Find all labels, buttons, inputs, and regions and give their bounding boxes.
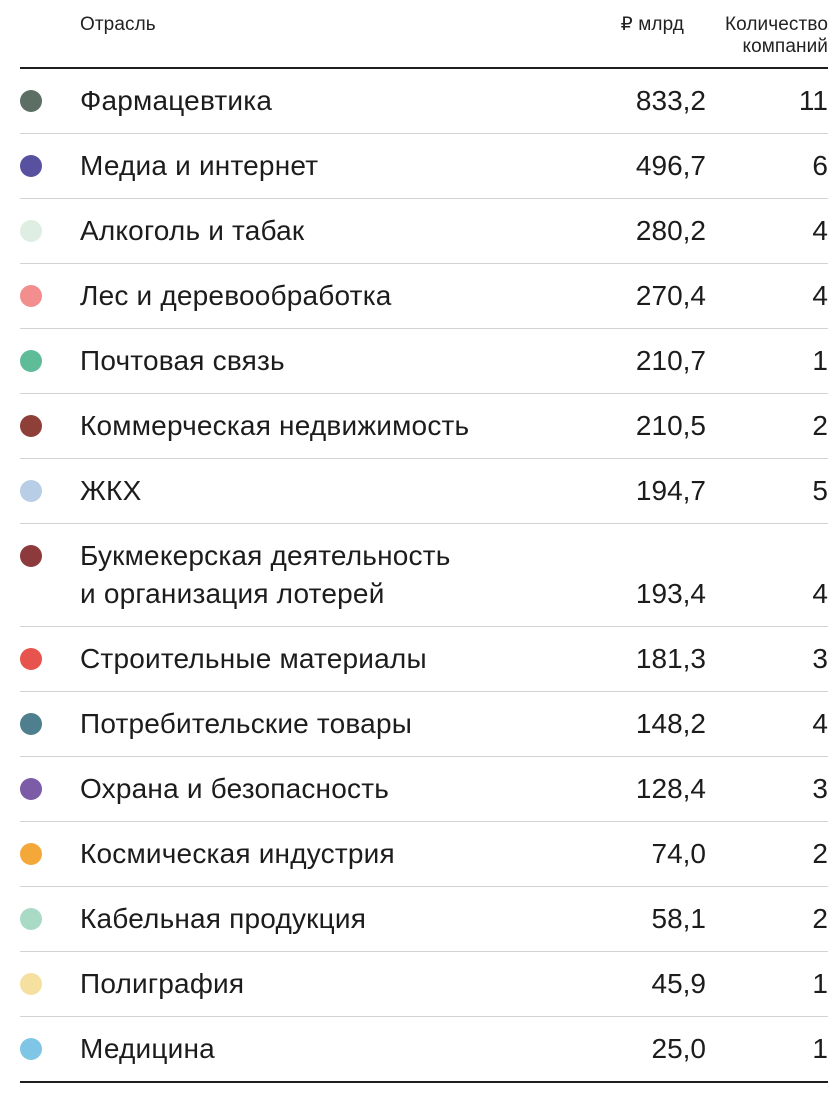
table-row: Космическая индустрия 74,0 2 xyxy=(20,822,828,887)
revenue-value: 496,7 xyxy=(635,150,706,181)
industry-name: ЖКХ xyxy=(80,475,142,506)
column-header-industry: Отрасль xyxy=(80,14,156,35)
dot-cell xyxy=(20,900,80,930)
industry-name: Коммерческая недвижимость xyxy=(80,410,470,441)
company-count: 1 xyxy=(812,1033,828,1064)
table-row: Потребительские товары 148,2 4 xyxy=(20,692,828,757)
revenue-value: 194,7 xyxy=(635,475,706,506)
dot-cell xyxy=(20,342,80,372)
revenue-value: 280,2 xyxy=(635,215,706,246)
dot-cell xyxy=(20,770,80,800)
table-row: Полиграфия 45,9 1 xyxy=(20,952,828,1017)
revenue-value: 210,7 xyxy=(635,345,706,376)
industry-name: Почтовая связь xyxy=(80,345,285,376)
revenue-value: 74,0 xyxy=(651,838,707,869)
company-count: 1 xyxy=(812,345,828,376)
industry-name: Лес и деревообработка xyxy=(80,280,392,311)
table-row: Почтовая связь 210,7 1 xyxy=(20,329,828,394)
industry-color-dot-icon xyxy=(20,545,42,567)
company-count: 2 xyxy=(812,410,828,441)
table-row: Охрана и безопасность 128,4 3 xyxy=(20,757,828,822)
revenue-value: 128,4 xyxy=(635,773,706,804)
company-count: 1 xyxy=(812,968,828,999)
revenue-value: 193,4 xyxy=(635,578,706,609)
table-row: Медиа и интернет 496,7 6 xyxy=(20,134,828,199)
revenue-value: 833,2 xyxy=(635,85,706,116)
dot-cell xyxy=(20,537,80,567)
company-count: 3 xyxy=(812,773,828,804)
table-body: Фармацевтика 833,2 11 Медиа и интернет 4… xyxy=(20,67,828,1083)
table-row: ЖКХ 194,7 5 xyxy=(20,459,828,524)
dot-cell xyxy=(20,640,80,670)
industry-color-dot-icon xyxy=(20,713,42,735)
table-row: Лес и деревообработка 270,4 4 xyxy=(20,264,828,329)
industry-color-dot-icon xyxy=(20,908,42,930)
revenue-value: 270,4 xyxy=(635,280,706,311)
dot-cell xyxy=(20,835,80,865)
dot-cell xyxy=(20,407,80,437)
dot-cell xyxy=(20,277,80,307)
industry-name: Медиа и интернет xyxy=(80,150,319,181)
column-header-count: Количество компаний xyxy=(724,14,828,57)
industry-color-dot-icon xyxy=(20,778,42,800)
company-count: 6 xyxy=(812,150,828,181)
industry-name: Космическая индустрия xyxy=(80,838,395,869)
industry-color-dot-icon xyxy=(20,220,42,242)
revenue-value: 45,9 xyxy=(651,968,707,999)
revenue-value: 58,1 xyxy=(651,903,707,934)
industry-name: Алкоголь и табак xyxy=(80,215,305,246)
industry-color-dot-icon xyxy=(20,973,42,995)
table-row: Кабельная продукция 58,1 2 xyxy=(20,887,828,952)
company-count: 4 xyxy=(812,215,828,246)
industry-name: Строительные материалы xyxy=(80,643,427,674)
industry-name: Потребительские товары xyxy=(80,708,413,739)
company-count: 2 xyxy=(812,838,828,869)
industry-color-dot-icon xyxy=(20,285,42,307)
revenue-value: 210,5 xyxy=(635,410,706,441)
company-count: 2 xyxy=(812,903,828,934)
revenue-value: 148,2 xyxy=(635,708,706,739)
dot-cell xyxy=(20,147,80,177)
dot-cell xyxy=(20,965,80,995)
dot-cell xyxy=(20,472,80,502)
industry-color-dot-icon xyxy=(20,1038,42,1060)
industry-name: Медицина xyxy=(80,1033,215,1064)
industry-color-dot-icon xyxy=(20,350,42,372)
dot-cell xyxy=(20,212,80,242)
table-row: Алкоголь и табак 280,2 4 xyxy=(20,199,828,264)
dot-cell xyxy=(20,705,80,735)
revenue-value: 25,0 xyxy=(651,1033,707,1064)
revenue-value: 181,3 xyxy=(635,643,706,674)
industry-name: Охрана и безопасность xyxy=(80,773,390,804)
industry-name: Полиграфия xyxy=(80,968,245,999)
company-count: 5 xyxy=(812,475,828,506)
company-count: 4 xyxy=(812,578,828,609)
industry-color-dot-icon xyxy=(20,843,42,865)
table-row: Фармацевтика 833,2 11 xyxy=(20,69,828,134)
industry-color-dot-icon xyxy=(20,415,42,437)
company-count: 4 xyxy=(812,708,828,739)
table-row: Строительные материалы 181,3 3 xyxy=(20,627,828,692)
industry-color-dot-icon xyxy=(20,90,42,112)
dot-cell xyxy=(20,82,80,112)
industry-name: Фармацевтика xyxy=(80,85,273,116)
industry-name: Букмекерская деятельность и организация … xyxy=(80,540,451,609)
company-count: 11 xyxy=(798,85,828,116)
table-row: Медицина 25,0 1 xyxy=(20,1017,828,1081)
industry-color-dot-icon xyxy=(20,480,42,502)
company-count: 3 xyxy=(812,643,828,674)
company-count: 4 xyxy=(812,280,828,311)
table-row: Букмекерская деятельность и организация … xyxy=(20,524,828,627)
table-row: Коммерческая недвижимость 210,5 2 xyxy=(20,394,828,459)
table-header: Отрасль ₽ млрд Количество компаний xyxy=(20,8,828,67)
industry-color-dot-icon xyxy=(20,155,42,177)
industry-color-dot-icon xyxy=(20,648,42,670)
industry-name: Кабельная продукция xyxy=(80,903,367,934)
dot-cell xyxy=(20,1030,80,1060)
column-header-value: ₽ млрд xyxy=(620,14,684,35)
